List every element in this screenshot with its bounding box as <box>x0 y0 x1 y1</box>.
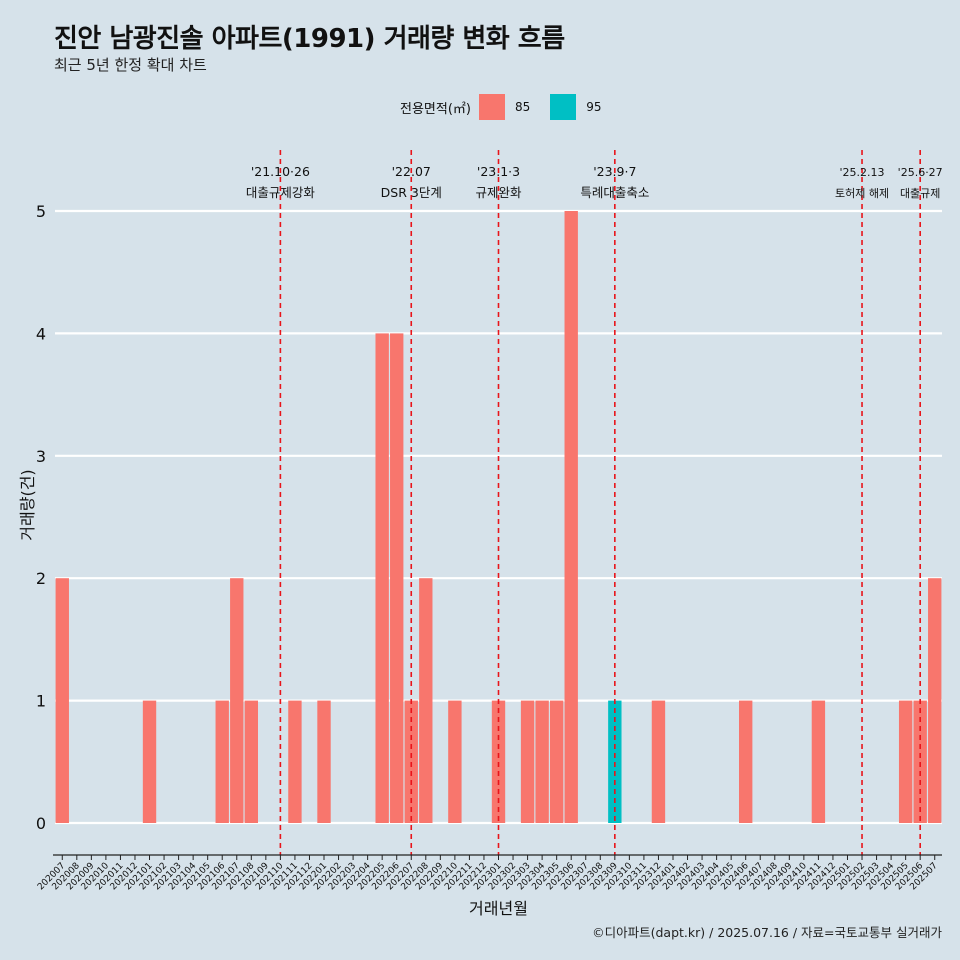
bar <box>898 700 913 823</box>
bar <box>608 700 622 823</box>
bar <box>390 333 404 823</box>
event-date-label: '23.9·7 <box>593 164 636 179</box>
event-date-label: '21.10·26 <box>251 164 310 179</box>
source-caption: ©디아파트(dapt.kr) / 2025.07.16 / 자료=국토교통부 실… <box>592 925 942 940</box>
bar <box>230 578 244 823</box>
y-tick-label: 3 <box>36 447 46 466</box>
legend-label-85: 85 <box>514 100 531 114</box>
bar <box>535 700 549 823</box>
event-name-label: 특례대출축소 <box>580 185 649 200</box>
chart-subtitle: 최근 5년 한정 확대 차트 <box>54 56 207 74</box>
bar <box>448 700 462 823</box>
legend-swatch-85 <box>478 94 505 120</box>
bar <box>404 700 418 823</box>
event-date-label: '25.6·27 <box>898 166 943 179</box>
y-tick-label: 1 <box>36 692 46 711</box>
event-date-label: '25.2.13 <box>840 166 885 179</box>
bar <box>317 700 331 823</box>
bar <box>549 700 564 823</box>
bar <box>564 211 578 823</box>
chart-title: 진안 남광진솔 아파트(1991) 거래량 변화 흐름 <box>54 24 565 54</box>
bar <box>928 578 942 823</box>
event-name-label: 토허제 해제 <box>835 186 889 200</box>
legend-label-95: 95 <box>586 100 602 114</box>
bar <box>811 700 826 823</box>
event-name-label: 대출규제강화 <box>246 185 316 200</box>
y-tick-label: 0 <box>36 814 46 833</box>
bar <box>651 700 666 823</box>
x-axis-title: 거래년월 <box>469 899 528 918</box>
bar <box>288 700 302 823</box>
bar <box>913 700 927 823</box>
bar <box>419 578 433 823</box>
y-axis-title: 거래량(건) <box>18 469 37 540</box>
bar <box>491 700 506 823</box>
bar <box>55 578 69 823</box>
legend: 전용면적(㎡) 85 95 <box>400 94 608 120</box>
y-tick-label: 4 <box>36 324 46 343</box>
legend-swatch-95 <box>550 94 577 120</box>
legend-title: 전용면적(㎡) <box>400 101 471 117</box>
y-tick-label: 5 <box>36 202 46 221</box>
event-date-label: '22.07 <box>392 164 431 179</box>
bar <box>142 700 157 823</box>
event-name-label: 규제완화 <box>475 185 522 200</box>
event-date-label: '23.1·3 <box>477 164 520 179</box>
event-name-label: DSR 3단계 <box>381 185 442 200</box>
legend-item-95: 95 <box>550 94 602 120</box>
bar <box>215 700 229 823</box>
event-name-label: 대출규제 <box>900 187 940 200</box>
legend-item-85: 85 <box>478 94 531 120</box>
bar <box>520 700 535 823</box>
bar <box>375 333 389 823</box>
bar <box>739 700 753 823</box>
y-tick-label: 2 <box>36 569 46 588</box>
bar <box>244 700 258 823</box>
